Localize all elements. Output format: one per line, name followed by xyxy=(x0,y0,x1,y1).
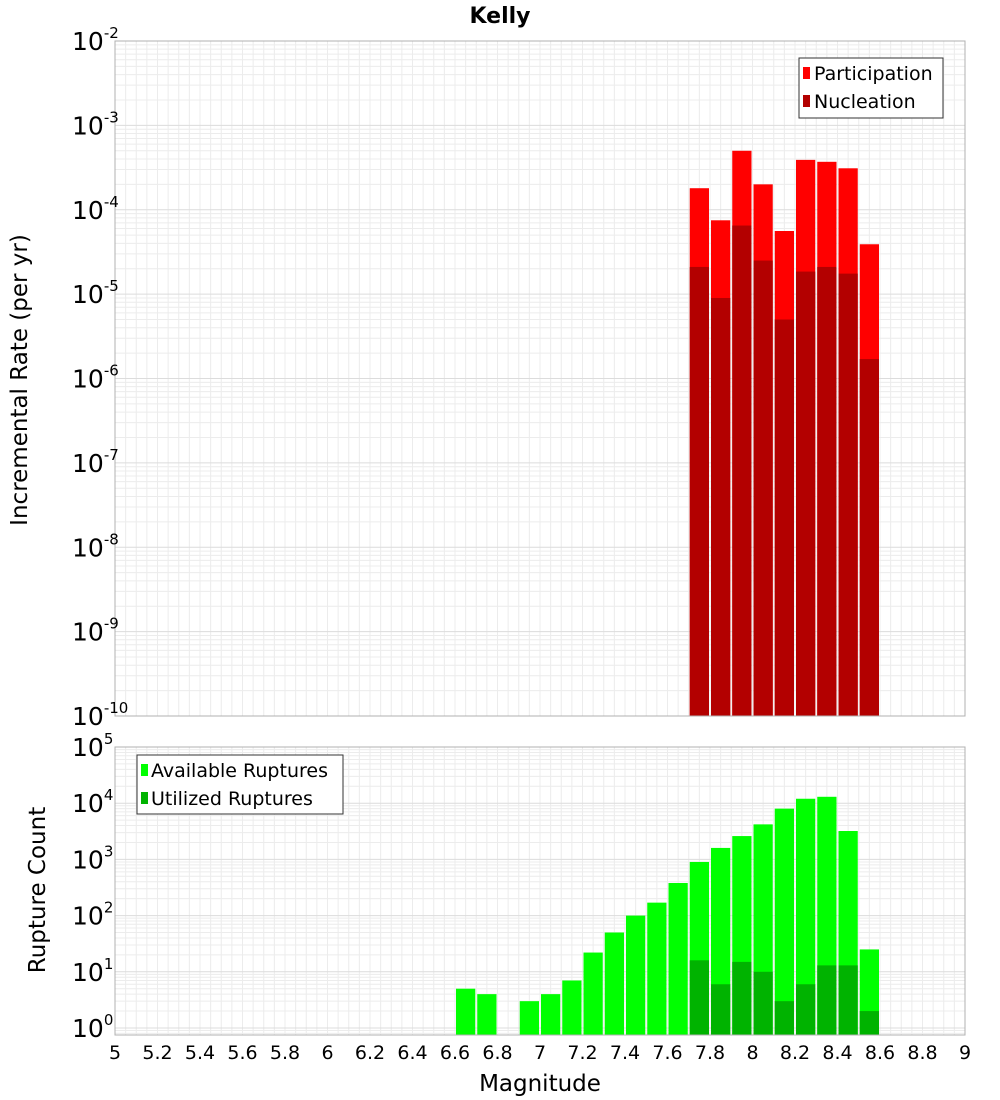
x-tick-label: 8.8 xyxy=(907,1042,937,1064)
y-tick-label: 10-2 xyxy=(72,24,119,56)
y-tick-label: 104 xyxy=(72,786,113,818)
bar-nucleation xyxy=(796,271,816,716)
top-plot: 10-2 10-3 10-4 10-5 10-6 10-7 10-8 10-9 10-10 Par… xyxy=(72,24,966,731)
bar-nucleation xyxy=(753,260,773,716)
y-tick-label: 101 xyxy=(72,955,113,987)
x-tick-label: 6 xyxy=(321,1042,333,1064)
x-tick-label: 7.6 xyxy=(652,1042,682,1064)
bar-nucleation xyxy=(711,297,731,716)
x-tick-label: 5.2 xyxy=(142,1042,172,1064)
legend-label: Nucleation xyxy=(814,91,916,113)
legend-box xyxy=(136,754,344,815)
legend-swatch xyxy=(141,792,148,804)
x-tick-label: 8 xyxy=(746,1042,758,1064)
x-tick-label: 6.4 xyxy=(397,1042,427,1064)
top-y-axis-label: Incremental Rate (per yr) xyxy=(7,234,33,526)
legend-label: Participation xyxy=(814,63,933,85)
y-tick-label: 103 xyxy=(72,842,113,874)
bar-available-ruptures xyxy=(668,883,688,1035)
y-tick-label: 10-5 xyxy=(72,277,119,309)
bar-utilized-ruptures xyxy=(711,984,731,1035)
x-axis-label: Magnitude xyxy=(479,1071,601,1097)
x-tick-label: 8.2 xyxy=(780,1042,810,1064)
bar-utilized-ruptures xyxy=(774,1001,794,1035)
x-tick-label: 6.8 xyxy=(482,1042,512,1064)
y-tick-label: 100 xyxy=(72,1011,113,1043)
bar-nucleation xyxy=(859,359,879,716)
bar-available-ruptures xyxy=(583,952,603,1035)
bar-available-ruptures xyxy=(456,988,476,1035)
x-tick-label: 6.6 xyxy=(440,1042,470,1064)
bar-nucleation xyxy=(689,266,709,716)
x-tick-label: 5.8 xyxy=(270,1042,300,1064)
bar-nucleation xyxy=(732,225,752,716)
legend-swatch xyxy=(803,67,810,79)
x-tick-label: 8.4 xyxy=(822,1042,852,1064)
bar-available-ruptures xyxy=(541,994,561,1035)
x-tick-label: 7.4 xyxy=(610,1042,640,1064)
bar-utilized-ruptures xyxy=(732,961,752,1035)
x-tick-label: 5.6 xyxy=(227,1042,257,1064)
y-tick-label: 10-7 xyxy=(72,446,119,478)
bar-utilized-ruptures xyxy=(689,960,709,1035)
y-tick-label: 102 xyxy=(72,899,113,931)
y-tick-label: 10-3 xyxy=(72,108,119,140)
y-tick-label: 10-8 xyxy=(72,530,119,562)
bottom-y-axis-label: Rupture Count xyxy=(25,807,51,973)
legend-swatch xyxy=(803,95,810,107)
bar-available-ruptures xyxy=(626,915,646,1035)
bar-utilized-ruptures xyxy=(796,984,816,1035)
plot-frame xyxy=(114,746,966,1036)
bar-available-ruptures xyxy=(562,980,582,1035)
legend-label: Available Ruptures xyxy=(151,760,328,782)
y-tick-label: 105 xyxy=(72,730,113,762)
bar-nucleation xyxy=(774,319,794,716)
bar-available-ruptures xyxy=(519,1001,539,1035)
bar-available-ruptures xyxy=(647,902,667,1035)
bar-nucleation xyxy=(838,273,858,716)
bar-nucleation xyxy=(817,266,837,716)
legend-swatch xyxy=(141,764,148,776)
bar-available-ruptures xyxy=(774,808,794,1035)
x-tick-label: 7.2 xyxy=(567,1042,597,1064)
chart-title: Kelly xyxy=(469,4,530,29)
y-tick-label: 10-6 xyxy=(72,362,119,394)
legend-box xyxy=(798,57,944,119)
x-tick-label: 9 xyxy=(959,1042,971,1064)
plot-frame xyxy=(114,40,966,717)
x-tick-label: 7 xyxy=(534,1042,546,1064)
bar-utilized-ruptures xyxy=(753,971,773,1035)
legend-label: Utilized Ruptures xyxy=(151,788,313,810)
bar-utilized-ruptures xyxy=(817,965,837,1035)
x-tick-label: 6.2 xyxy=(355,1042,385,1064)
bar-available-ruptures xyxy=(796,798,816,1035)
x-tick-label: 8.6 xyxy=(865,1042,895,1064)
bar-available-ruptures xyxy=(477,994,497,1035)
y-tick-label: 10-10 xyxy=(72,699,128,731)
x-tick-label: 7.8 xyxy=(695,1042,725,1064)
bar-available-ruptures xyxy=(604,932,624,1035)
bar-utilized-ruptures xyxy=(859,1011,879,1035)
y-tick-label: 10-4 xyxy=(72,193,119,225)
x-tick-label: 5 xyxy=(109,1042,121,1064)
y-tick-label: 10-9 xyxy=(72,615,119,647)
x-tick-label: 5.4 xyxy=(185,1042,215,1064)
bar-utilized-ruptures xyxy=(838,965,858,1035)
